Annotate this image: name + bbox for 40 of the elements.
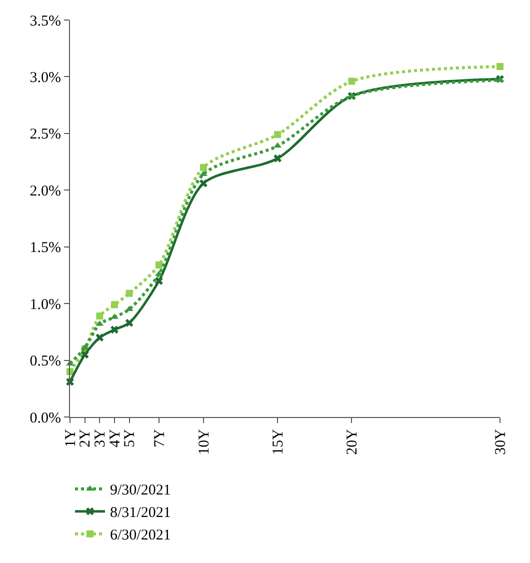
point <box>96 334 104 342</box>
legend-label: 8/31/2021 <box>110 505 171 522</box>
y-tick-label: 0.0% <box>30 410 61 426</box>
point <box>155 262 162 269</box>
x-tick-label: 7Y <box>152 428 168 448</box>
point <box>348 78 356 85</box>
point <box>125 318 134 327</box>
x-tick-label: 15Y <box>270 428 286 455</box>
point <box>496 63 504 70</box>
point <box>96 312 104 320</box>
point <box>199 170 208 176</box>
point <box>200 164 207 171</box>
x-tick-label: 4Y <box>107 428 124 448</box>
legend-label: 6/30/2021 <box>110 528 171 544</box>
point <box>199 179 208 188</box>
point <box>80 344 89 350</box>
x-tick-label: 30Y <box>492 428 509 455</box>
point <box>96 320 104 326</box>
y-tick-label: 3.5% <box>30 13 61 30</box>
y-tick-label: 2.5% <box>30 126 61 143</box>
point <box>126 290 133 297</box>
point <box>110 326 118 334</box>
x-tick-label: 10Y <box>196 428 212 455</box>
y-tick-label: 2.0% <box>30 183 61 200</box>
y-tick-label: 0.5% <box>30 354 61 370</box>
x-tick-label: 5Y <box>122 428 138 448</box>
y-tick-label: 1.0% <box>30 296 61 313</box>
x-tick-label: 2Y <box>78 428 94 448</box>
point <box>80 350 89 359</box>
x-tick-label: 1Y <box>62 428 79 448</box>
point <box>155 276 163 285</box>
y-tick-label: 1.5% <box>30 240 61 256</box>
x-tick-label: 3Y <box>92 428 109 448</box>
point <box>274 154 282 162</box>
y-tick-label: 3.0% <box>30 70 61 86</box>
point <box>274 142 282 148</box>
point <box>110 301 118 308</box>
point <box>274 131 282 138</box>
x-tick-label: 20Y <box>344 428 361 455</box>
legend-label: 9/30/2021 <box>110 482 171 499</box>
